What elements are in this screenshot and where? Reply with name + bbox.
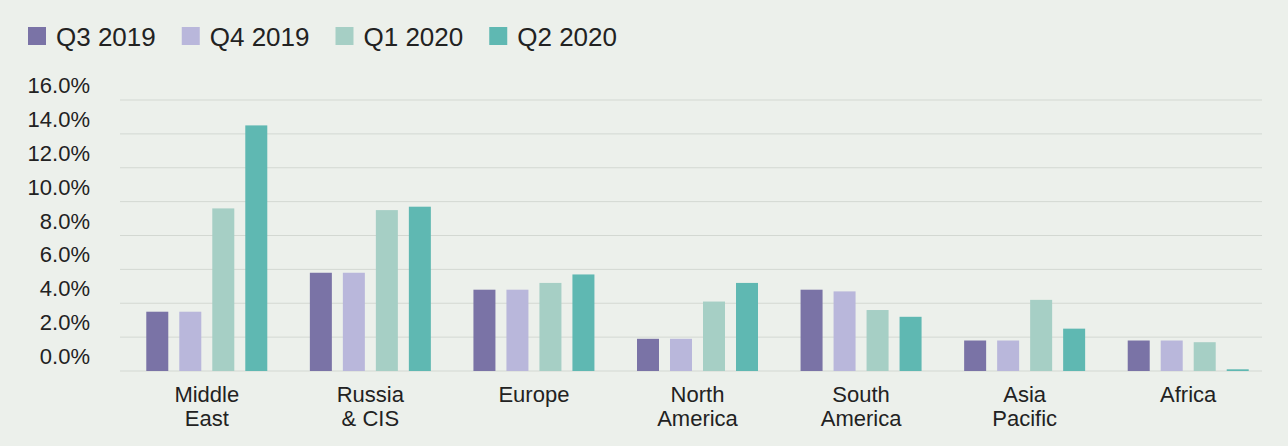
legend-swatch xyxy=(182,27,200,45)
bar xyxy=(736,283,758,371)
legend: Q3 2019 Q4 2019 Q1 2020 Q2 2020 xyxy=(28,22,617,52)
x-tick-label: NorthAmerica xyxy=(657,382,738,431)
x-tick-line: & CIS xyxy=(342,406,399,431)
grid xyxy=(120,100,1262,371)
y-tick-label: 10.0% xyxy=(28,175,90,200)
x-tick-line: East xyxy=(185,406,229,431)
y-tick-label: 12.0% xyxy=(28,141,90,166)
bar xyxy=(637,339,659,371)
bar xyxy=(473,290,495,371)
grid-line xyxy=(120,269,1262,270)
legend-label: Q2 2020 xyxy=(517,22,617,52)
legend-label: Q1 2020 xyxy=(364,22,464,52)
bar xyxy=(1227,369,1249,371)
x-tick-label: SouthAmerica xyxy=(821,382,902,431)
bar xyxy=(1063,329,1085,371)
grid-line xyxy=(120,100,1262,101)
bar xyxy=(997,341,1019,371)
bar xyxy=(801,290,823,371)
grid-line xyxy=(120,201,1262,202)
bar xyxy=(1030,300,1052,371)
grid-line xyxy=(120,133,1262,134)
bar xyxy=(506,290,528,371)
legend-label: Q4 2019 xyxy=(210,22,310,52)
grid-line xyxy=(120,167,1262,168)
x-tick-line: Middle xyxy=(174,382,239,407)
bar xyxy=(212,208,234,371)
y-tick-label: 8.0% xyxy=(40,209,90,234)
grid-line xyxy=(120,235,1262,236)
x-tick-label: Russia& CIS xyxy=(337,382,405,431)
legend-swatch xyxy=(28,27,46,45)
bar xyxy=(834,291,856,371)
chart: 0.0% 2.0% 4.0% 6.0% 8.0% 10.0% 12.0% 14.0% 16.0%… xyxy=(0,0,1288,446)
legend-swatch xyxy=(489,27,507,45)
x-tick-line: America xyxy=(657,406,738,431)
bar xyxy=(703,302,725,371)
x-tick-label: AsiaPacific xyxy=(992,382,1057,431)
x-tick-line: North xyxy=(671,382,725,407)
y-tick-label: 16.0% xyxy=(28,73,90,98)
bar xyxy=(867,310,889,371)
legend-swatch xyxy=(336,27,354,45)
x-tick-line: Russia xyxy=(337,382,405,407)
y-tick-label: 14.0% xyxy=(28,107,90,132)
bar xyxy=(179,312,201,371)
y-tick-label: 4.0% xyxy=(40,276,90,301)
bar xyxy=(900,317,922,371)
x-tick-label: Africa xyxy=(1160,382,1217,407)
bar xyxy=(310,273,332,371)
bar xyxy=(409,207,431,371)
bar xyxy=(1194,342,1216,371)
x-tick-line: America xyxy=(821,406,902,431)
grid-line xyxy=(120,303,1262,304)
x-tick-label: Europe xyxy=(498,382,569,407)
legend-label: Q3 2019 xyxy=(56,22,156,52)
bar xyxy=(539,283,561,371)
grid-line xyxy=(120,337,1262,338)
y-tick-label: 6.0% xyxy=(40,242,90,267)
x-tick-line: Africa xyxy=(1160,382,1217,407)
x-tick-label: MiddleEast xyxy=(174,382,239,431)
bar xyxy=(245,125,267,371)
bar xyxy=(964,341,986,371)
bar xyxy=(343,273,365,371)
bar xyxy=(670,339,692,371)
bar xyxy=(146,312,168,371)
x-tick-line: Europe xyxy=(498,382,569,407)
bars xyxy=(146,125,1248,371)
bar xyxy=(1161,341,1183,371)
bar xyxy=(1128,341,1150,371)
y-tick-label: 0.0% xyxy=(40,344,90,369)
bar xyxy=(572,274,594,371)
x-tick-line: Asia xyxy=(1003,382,1047,407)
y-tick-label: 2.0% xyxy=(40,310,90,335)
x-tick-line: South xyxy=(832,382,890,407)
bar xyxy=(376,210,398,371)
x-tick-line: Pacific xyxy=(992,406,1057,431)
